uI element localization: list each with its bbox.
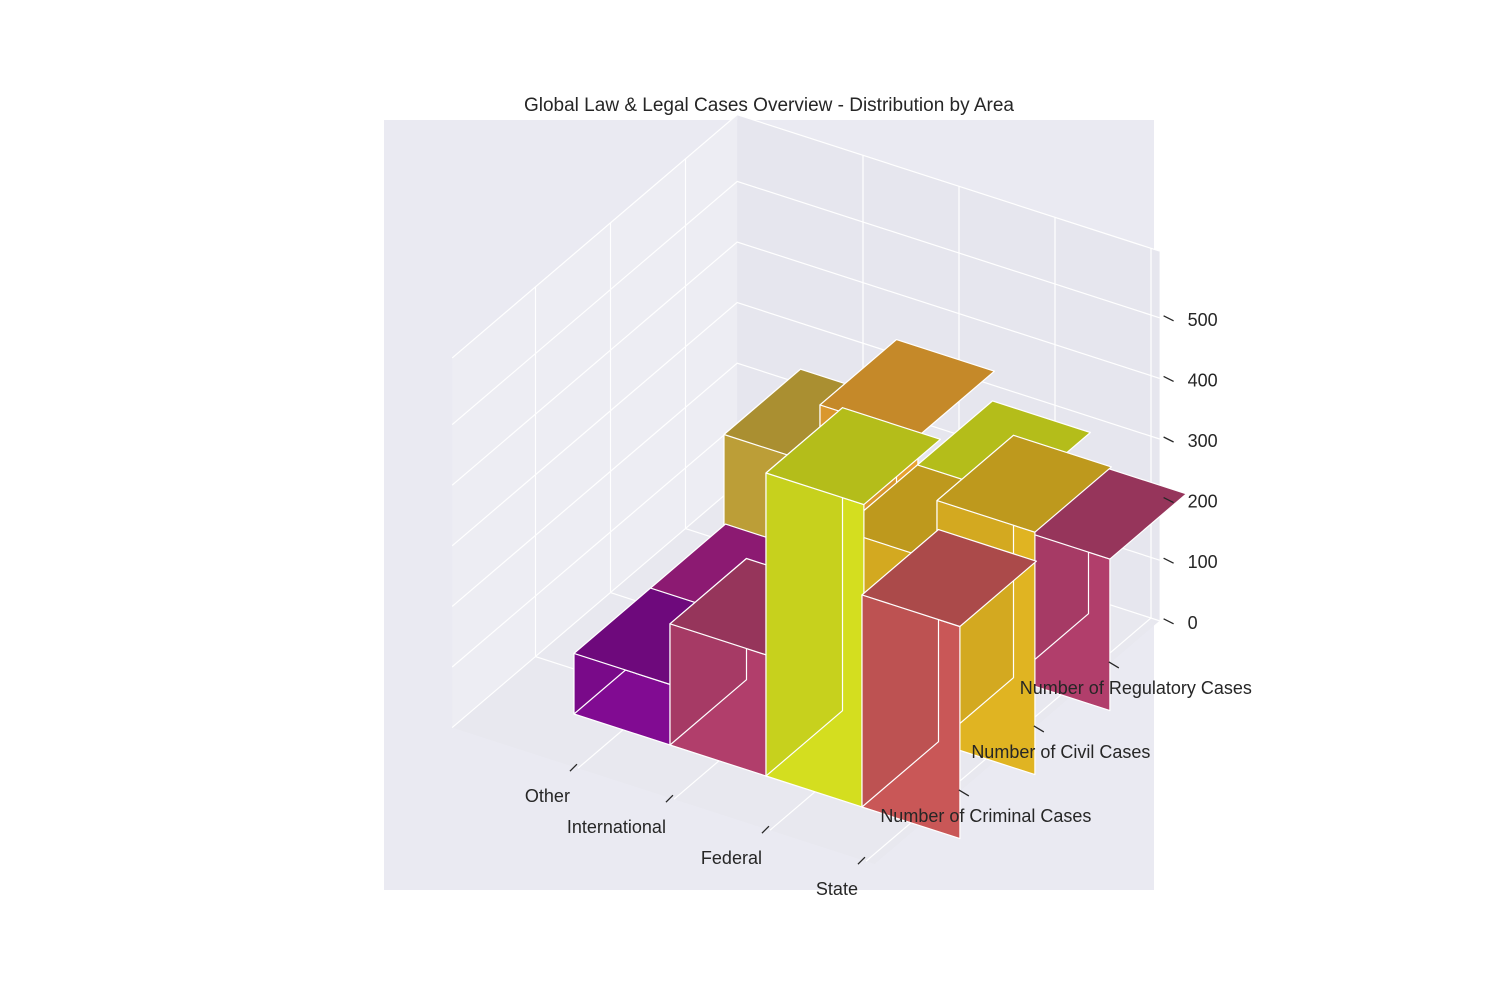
x-tick-mark [569, 763, 578, 772]
grid-line-z [451, 180, 1160, 426]
z-tick-mark [1163, 436, 1174, 443]
x-tick-label: Federal [701, 848, 762, 868]
z-tick-label: 500 [1188, 310, 1218, 330]
bars [573, 339, 1188, 840]
y-tick-label: Number of Regulatory Cases [1020, 678, 1252, 698]
z-tick-label: 0 [1188, 613, 1198, 633]
z-tick-mark [1163, 497, 1174, 504]
x-tick-label: State [816, 879, 858, 899]
x-tick-label: International [567, 817, 666, 837]
x-tick-label: Other [525, 786, 570, 806]
chart-title: Global Law & Legal Cases Overview - Dist… [524, 95, 1014, 116]
z-tick-mark [1163, 375, 1174, 382]
z-tick-mark [1163, 315, 1174, 322]
bar-federal-1 [765, 407, 942, 809]
z-tick-label: 300 [1188, 431, 1218, 451]
y-tick-mark [1108, 661, 1120, 669]
x-tick-mark [761, 825, 770, 834]
grid-line-z [451, 241, 1160, 486]
z-tick-mark [1163, 618, 1174, 625]
bar-face-top [861, 528, 1038, 628]
z-tick-label: 100 [1188, 552, 1218, 572]
grid-line-z [451, 301, 1160, 547]
left-wall-pane [452, 114, 738, 728]
bar-state-1 [861, 528, 1038, 840]
bar-face-top [936, 434, 1113, 533]
z-tick-label: 200 [1188, 492, 1218, 512]
y-tick-label: Number of Criminal Cases [880, 806, 1091, 826]
bar-face-top [765, 407, 942, 506]
y-tick-mark [1033, 725, 1045, 733]
x-tick-mark [857, 856, 866, 865]
y-tick-label: Number of Civil Cases [971, 742, 1150, 762]
axis-ticks: State Federal International Other Number of … [525, 310, 1252, 899]
z-tick-label: 400 [1188, 370, 1218, 390]
z-tick-mark [1163, 557, 1174, 564]
grid-line-z [451, 114, 1160, 359]
x-tick-mark [665, 794, 674, 803]
y-tick-mark [958, 789, 970, 797]
